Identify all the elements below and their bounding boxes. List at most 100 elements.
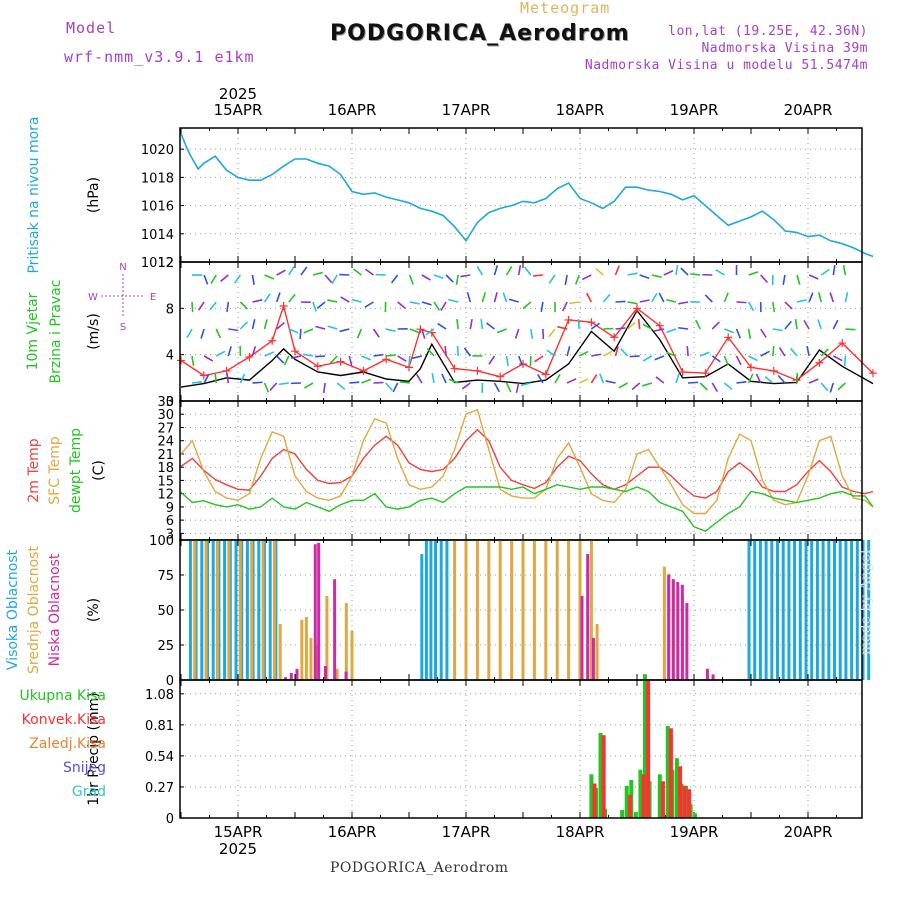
wind-arrow — [385, 382, 393, 391]
wind-arrow — [704, 294, 713, 303]
wind-arrow — [486, 322, 495, 330]
bar-low_cloud — [313, 544, 317, 680]
bar-high_cloud — [245, 540, 249, 680]
wind-arrow — [540, 301, 544, 312]
wind-arrow — [837, 382, 846, 391]
date-axis-bottom: 15APR 16APR 17APR 18APR 19APR 20APR 2025 — [214, 823, 833, 858]
wind-arrow — [680, 267, 689, 276]
panel-pressure: 1012 1014 1016 1018 1020 Pritisak na nivou mo… — [26, 116, 874, 274]
precip-legend: Ukupna Kisa Konvek.Kisa Zaledj.Kisa Snijeg G… — [19, 688, 106, 800]
bar-mid_cloud — [238, 540, 242, 680]
wind-arrow — [505, 265, 513, 276]
bar-high_cloud — [424, 540, 428, 680]
bar-mid_cloud — [335, 668, 339, 680]
bar-high_cloud — [439, 540, 443, 680]
wind-arrow — [364, 268, 374, 276]
series-line-gust — [180, 303, 874, 381]
wind-arrow — [251, 319, 256, 330]
wind-arrow — [778, 347, 786, 357]
wind-arrow — [288, 266, 295, 276]
gust-marker — [450, 364, 459, 373]
gust-marker — [291, 347, 299, 356]
wind-arrow — [557, 325, 568, 330]
bar-low_cloud — [289, 673, 293, 680]
bar-total_precip — [589, 774, 594, 818]
compass-label: N — [119, 262, 126, 273]
wind-arrow — [264, 351, 275, 357]
wind-arrow — [448, 378, 459, 384]
bar-mid_cloud — [278, 624, 282, 680]
wind-arrow — [514, 328, 520, 339]
wind-arrow — [820, 382, 829, 392]
y-tick-label: 15 — [157, 474, 174, 489]
wind-direction-arrows — [186, 264, 856, 394]
wind-arrow — [312, 301, 317, 312]
wind-arrow — [303, 328, 314, 334]
wind-arrow — [699, 351, 710, 357]
compass-label: W — [88, 292, 98, 303]
legend-total_precip: Ukupna Kisa — [19, 688, 106, 704]
gust-marker — [279, 302, 288, 311]
wind-arrow — [437, 322, 447, 330]
series-line-dewpt — [180, 484, 874, 532]
bar-total_precip — [665, 726, 670, 818]
wind-arrow — [197, 301, 205, 311]
y-axis-label: 2m Temp — [26, 438, 42, 502]
bottom-station-label: PODGORICA_Aerodrom — [330, 860, 509, 876]
lonlat-label: lon,lat (19.25E, 42.36N) — [668, 24, 868, 39]
wind-arrow — [614, 346, 619, 357]
wind-arrow — [496, 328, 507, 334]
wind-arrow — [747, 373, 754, 384]
bar-mid_cloud — [589, 540, 593, 680]
wind-arrow — [373, 353, 384, 357]
wind-compass-rose: N W E S — [88, 262, 156, 333]
gust-marker — [336, 357, 345, 366]
wind-arrow — [433, 301, 441, 311]
wind-arrow — [532, 274, 543, 277]
bar-high_cloud — [850, 540, 854, 680]
wind-arrow — [299, 328, 302, 340]
bar-mid_cloud — [325, 596, 329, 680]
gust-marker — [724, 333, 733, 342]
bar-low_cloud — [685, 603, 689, 680]
bar-high_cloud — [234, 540, 238, 680]
wind-arrow — [832, 319, 839, 330]
bar-mid_cloud — [344, 603, 348, 680]
gust-marker — [541, 370, 550, 379]
wind-arrow — [397, 355, 407, 362]
altitude-label: Nadmorska Visina 39m — [701, 41, 868, 56]
meteogram-panels: 1012 1014 1016 1018 1020 Pritisak na nivou mo… — [5, 116, 877, 827]
panel-precip: 0 0.27 0.54 0.81 1.08 1hr Precip (mm) — [86, 674, 863, 827]
made-by-watermark: made by Angel — [858, 549, 874, 656]
panel-frame — [179, 127, 863, 263]
wind-arrow — [675, 264, 679, 276]
bar-low_cloud — [317, 542, 321, 680]
wind-arrow — [627, 272, 638, 276]
wind-arrow — [433, 274, 444, 280]
wind-arrow — [210, 274, 217, 284]
wind-arrow — [409, 301, 420, 305]
bar-high_cloud — [821, 540, 825, 680]
bar-low_cloud — [676, 582, 680, 680]
y-tick-label: 27 — [157, 421, 174, 436]
wind-arrow — [488, 355, 496, 365]
y-tick-label: 0 — [166, 812, 174, 827]
bar-conv_precip — [682, 785, 687, 818]
y-axis-label: dewpt Temp — [68, 428, 84, 513]
gust-marker — [815, 358, 824, 367]
bar-low_cloud — [711, 674, 715, 680]
wind-arrow — [554, 373, 561, 384]
bar-high_cloud — [445, 540, 449, 680]
wind-arrow — [561, 301, 568, 312]
wind-arrow — [820, 268, 830, 276]
wind-arrow — [803, 319, 810, 330]
gust-marker — [177, 356, 185, 365]
y-axis-label: Niska Oblacnost — [47, 553, 63, 666]
wind-arrow — [723, 292, 729, 303]
wind-arrow — [481, 292, 487, 303]
bar-mid_cloud — [487, 540, 491, 680]
date-axis-top: 15APR 16APR 17APR 18APR 19APR 20APR 2025 — [214, 85, 833, 119]
compass-label: S — [120, 322, 126, 333]
wind-arrow — [327, 325, 338, 330]
bar-high_cloud — [867, 540, 871, 680]
